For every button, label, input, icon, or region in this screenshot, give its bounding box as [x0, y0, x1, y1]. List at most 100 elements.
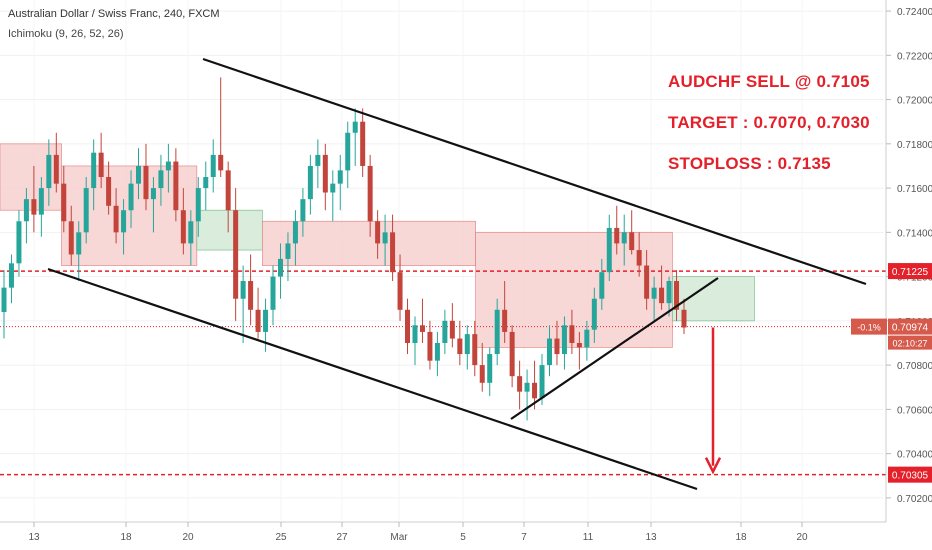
- candle-body: [195, 188, 201, 222]
- candle-body: [150, 188, 156, 200]
- candle-body: [113, 205, 119, 233]
- price-tick-label: 0.72400: [897, 7, 932, 18]
- candle-body: [517, 376, 523, 392]
- time-tick-label: Mar: [390, 532, 408, 543]
- price-tick-label: 0.70400: [897, 450, 932, 461]
- time-tick-label: 25: [275, 532, 287, 543]
- candle-body: [479, 365, 485, 383]
- candle-body: [240, 281, 246, 299]
- candle-body: [76, 232, 82, 255]
- trend-lines: [47, 57, 867, 491]
- candle-body: [31, 199, 37, 215]
- candle-body: [46, 154, 52, 189]
- candle-body: [502, 309, 508, 332]
- candle-body: [158, 170, 164, 189]
- candle-body: [8, 263, 14, 288]
- candle-body: [203, 177, 209, 189]
- candle-body: [277, 258, 283, 277]
- candle-body: [352, 121, 358, 133]
- time-tick-label: 18: [735, 532, 747, 543]
- trend-line: [47, 267, 698, 491]
- time-tick-label: 20: [796, 532, 808, 543]
- price-tick-label: 0.70600: [897, 405, 932, 416]
- candle-body: [83, 188, 89, 233]
- candle-body: [188, 221, 194, 244]
- candle-body: [390, 232, 396, 273]
- time-tick-label: 5: [460, 532, 466, 543]
- candle-body: [292, 221, 298, 244]
- candle-body: [524, 382, 530, 392]
- candle-body: [367, 165, 373, 222]
- price-tick-label: 0.71800: [897, 140, 932, 151]
- candle-body: [599, 272, 605, 299]
- time-tick-label: 11: [583, 532, 594, 543]
- candle-body: [322, 154, 328, 193]
- candle-body: [666, 281, 672, 304]
- price-tick-label: 0.70800: [897, 361, 932, 372]
- candle-body: [442, 320, 448, 343]
- price-label-box: [888, 318, 932, 335]
- price-axis[interactable]: 0.72400 0.72200 0.72000 0.71800 0.71600 0.714…: [851, 0, 932, 522]
- candle-body: [307, 165, 313, 200]
- indicator-label[interactable]: Ichimoku (9, 26, 52, 26): [8, 28, 124, 40]
- trend-line: [510, 277, 719, 420]
- price-label-text: 0.71225: [892, 267, 929, 278]
- candle-body: [584, 329, 590, 348]
- price-tick-label: 0.72200: [897, 51, 932, 62]
- price-label-box: [888, 263, 932, 280]
- price-tick-label: 0.71600: [897, 184, 932, 195]
- candle-body: [345, 132, 351, 171]
- trend-line: [202, 57, 867, 286]
- candle-body: [68, 221, 74, 255]
- time-tick-label: 18: [120, 532, 132, 543]
- time-axis[interactable]: 13 18 20 25 27 Mar 5 7 11 13 18 20: [0, 521, 886, 543]
- candle-body: [614, 227, 620, 244]
- candle-body: [270, 276, 276, 310]
- candle-body: [487, 354, 493, 383]
- arrow-head: [704, 457, 722, 475]
- candle-body: [173, 161, 179, 211]
- candle-body: [143, 165, 149, 200]
- candle-body: [233, 210, 239, 299]
- candle-body: [315, 154, 321, 166]
- candle-body: [606, 227, 612, 273]
- candle-body: [412, 325, 418, 343]
- candle-body: [360, 121, 366, 166]
- sell-annotation: AUDCHF SELL @ 0.7105: [668, 72, 870, 91]
- stoploss-annotation: STOPLOSS : 0.7135: [668, 154, 831, 173]
- countdown-box: [888, 335, 932, 350]
- candle-body: [218, 154, 224, 171]
- candle-body: [457, 338, 463, 355]
- candle-body: [165, 161, 171, 171]
- price-label-box: [888, 466, 932, 483]
- candle-body: [337, 170, 343, 184]
- candle-body: [382, 232, 388, 244]
- candle-body: [427, 331, 433, 361]
- candle-body: [532, 382, 538, 399]
- candle-body: [121, 210, 127, 233]
- candle-body: [464, 334, 470, 355]
- candle-body: [38, 188, 44, 215]
- candle-body: [509, 331, 515, 377]
- candle-body: [651, 287, 657, 299]
- candle-body: [136, 165, 142, 184]
- candle-body: [300, 199, 306, 222]
- candle-body: [681, 309, 687, 328]
- candle-body: [61, 183, 67, 222]
- target-annotation: TARGET : 0.7070, 0.7030: [668, 113, 870, 132]
- candle-body: [629, 232, 635, 251]
- candle-body: [375, 221, 381, 244]
- candle-body: [659, 287, 665, 304]
- candle-body: [554, 338, 560, 355]
- candles: [1, 77, 687, 421]
- candle-body: [210, 154, 216, 178]
- time-tick-label: 7: [521, 532, 527, 543]
- symbol-title: Australian Dollar / Swiss Franc, 240, FX…: [8, 8, 220, 20]
- price-label-text: 0.70974: [892, 323, 929, 334]
- countdown-text: 02:10:27: [892, 339, 927, 349]
- candle-body: [180, 210, 186, 244]
- candle-body: [405, 309, 411, 343]
- candle-body: [494, 309, 500, 355]
- cloud-segment: [196, 209, 263, 251]
